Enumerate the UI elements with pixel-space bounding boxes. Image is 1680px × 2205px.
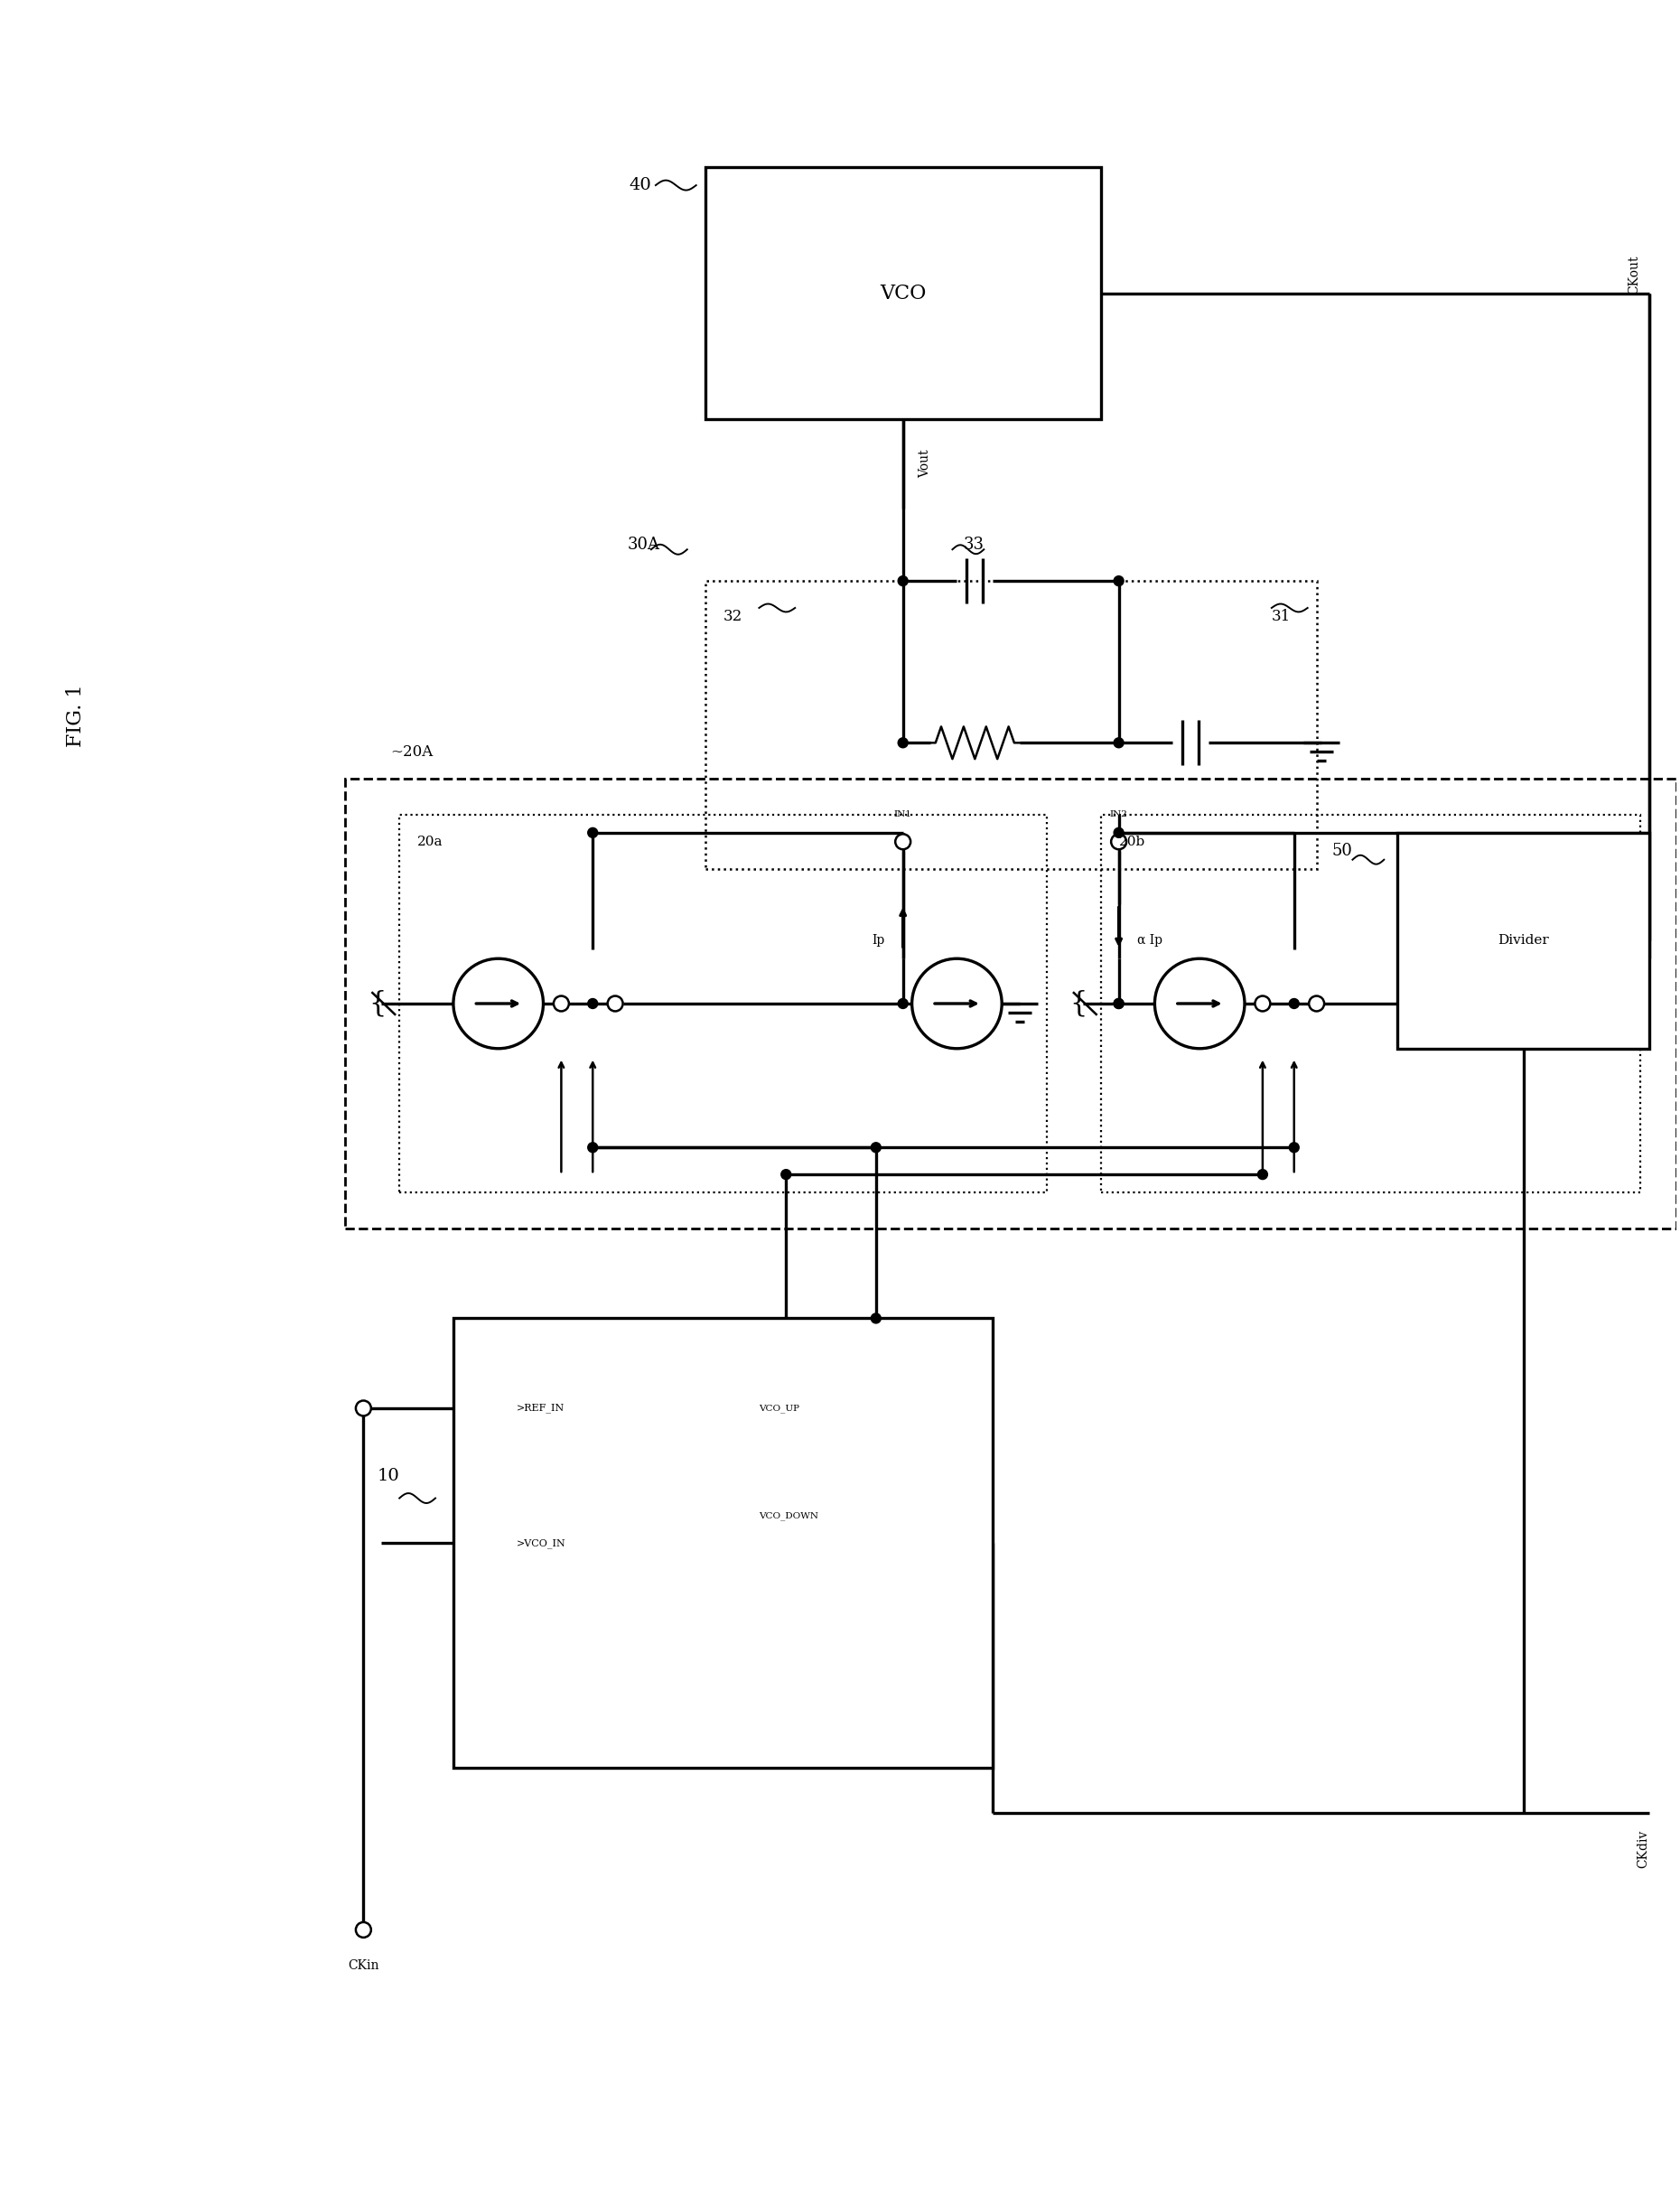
Circle shape xyxy=(781,1169,791,1180)
Bar xyxy=(1100,814,1640,1193)
Text: >VCO_IN: >VCO_IN xyxy=(516,1539,566,1548)
Text: FIG. 1: FIG. 1 xyxy=(66,684,86,747)
Text: 10: 10 xyxy=(376,1469,400,1484)
Text: {: { xyxy=(1070,990,1087,1017)
Circle shape xyxy=(588,999,598,1008)
Circle shape xyxy=(356,1923,371,1938)
Circle shape xyxy=(1289,999,1299,1008)
Circle shape xyxy=(1255,997,1270,1012)
Circle shape xyxy=(588,827,598,838)
Text: 33: 33 xyxy=(963,536,984,553)
Text: α Ip: α Ip xyxy=(1137,935,1163,946)
Text: 31: 31 xyxy=(1272,609,1290,624)
Circle shape xyxy=(870,1314,880,1323)
Text: {: { xyxy=(368,990,386,1017)
Circle shape xyxy=(1114,999,1124,1008)
Text: 40: 40 xyxy=(628,176,652,194)
Text: 20b: 20b xyxy=(1119,836,1146,849)
Text: Ip: Ip xyxy=(872,935,885,946)
Bar xyxy=(706,168,1100,419)
Circle shape xyxy=(1289,1142,1299,1153)
Text: 50: 50 xyxy=(1332,842,1352,858)
Bar xyxy=(400,814,1047,1193)
Text: CKin: CKin xyxy=(348,1960,380,1971)
Text: VCO_DOWN: VCO_DOWN xyxy=(759,1513,818,1521)
Circle shape xyxy=(895,833,911,849)
Circle shape xyxy=(608,997,623,1012)
Circle shape xyxy=(356,1400,371,1416)
Text: Vout: Vout xyxy=(919,450,932,478)
Circle shape xyxy=(554,997,570,1012)
Text: VCO_UP: VCO_UP xyxy=(759,1405,800,1413)
Text: CKdiv: CKdiv xyxy=(1636,1830,1650,1868)
Circle shape xyxy=(1258,1169,1267,1180)
Bar xyxy=(346,778,1677,1228)
Circle shape xyxy=(1114,739,1124,747)
Bar xyxy=(454,1319,993,1768)
Circle shape xyxy=(899,739,907,747)
Text: ~20A: ~20A xyxy=(390,743,433,759)
Text: CKout: CKout xyxy=(1628,256,1640,295)
Text: IN1: IN1 xyxy=(894,811,912,818)
Bar xyxy=(1398,833,1650,1050)
Text: >REF_IN: >REF_IN xyxy=(516,1402,564,1413)
Text: 32: 32 xyxy=(722,609,743,624)
Text: 30A: 30A xyxy=(628,536,660,553)
Circle shape xyxy=(1309,997,1324,1012)
Circle shape xyxy=(1114,999,1124,1008)
Bar xyxy=(706,580,1317,869)
Circle shape xyxy=(899,999,907,1008)
Circle shape xyxy=(1110,833,1126,849)
Text: Divider: Divider xyxy=(1499,935,1549,946)
Circle shape xyxy=(1114,576,1124,587)
Circle shape xyxy=(870,1142,880,1153)
Text: IN2: IN2 xyxy=(1110,811,1127,818)
Circle shape xyxy=(899,576,907,587)
Text: 20a: 20a xyxy=(417,836,444,849)
Text: VCO: VCO xyxy=(880,282,926,302)
Circle shape xyxy=(1114,827,1124,838)
Circle shape xyxy=(588,1142,598,1153)
